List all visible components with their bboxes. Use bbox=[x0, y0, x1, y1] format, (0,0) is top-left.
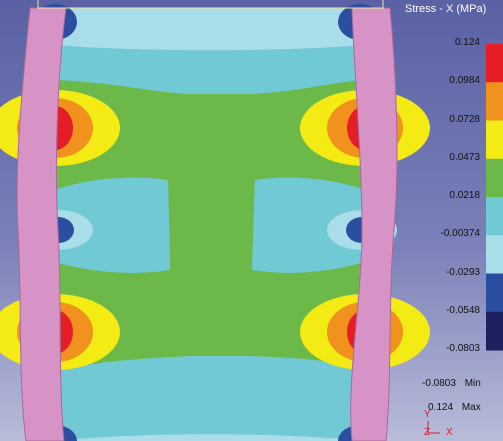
min-readout: -0.0803 Min bbox=[422, 378, 481, 389]
legend-swatch bbox=[486, 44, 503, 83]
legend-value: -0.0803 bbox=[446, 343, 480, 354]
contour-pocket-left bbox=[55, 177, 170, 273]
legend-swatch bbox=[486, 158, 503, 198]
contour-band-green bbox=[55, 80, 365, 370]
triad-y-label: Y bbox=[424, 409, 431, 420]
legend-color-bar bbox=[486, 44, 503, 351]
legend-value: -0.0293 bbox=[446, 266, 480, 278]
legend-value: -0.00374 bbox=[440, 228, 480, 240]
legend-value: 0.0473 bbox=[449, 151, 480, 163]
legend-swatch bbox=[486, 120, 503, 160]
triad-z-label: Z bbox=[424, 427, 431, 438]
min-label: Min bbox=[464, 378, 481, 389]
legend-value: -0.0548 bbox=[446, 304, 480, 316]
min-value: -0.0803 bbox=[422, 378, 456, 389]
legend-swatch bbox=[486, 235, 503, 274]
left-shell bbox=[16, 7, 67, 441]
max-label: Max bbox=[461, 402, 481, 413]
legend-swatch bbox=[486, 311, 503, 351]
legend-swatch bbox=[486, 197, 503, 236]
legend-value: 0.0984 bbox=[449, 75, 480, 87]
right-shell bbox=[350, 7, 398, 441]
max-value: 0.124 bbox=[428, 402, 454, 413]
legend-title: Stress - X (MPa) bbox=[405, 3, 487, 15]
legend-swatch bbox=[486, 82, 503, 121]
max-readout: 0.124 Max bbox=[428, 402, 481, 413]
legend-swatch bbox=[486, 273, 503, 313]
legend-value: 0.124 bbox=[454, 37, 480, 48]
triad-x-label: X bbox=[446, 427, 453, 438]
legend-value: 0.0218 bbox=[449, 190, 480, 201]
legend-value: 0.0728 bbox=[449, 113, 480, 125]
contour-pocket-right bbox=[252, 177, 365, 273]
